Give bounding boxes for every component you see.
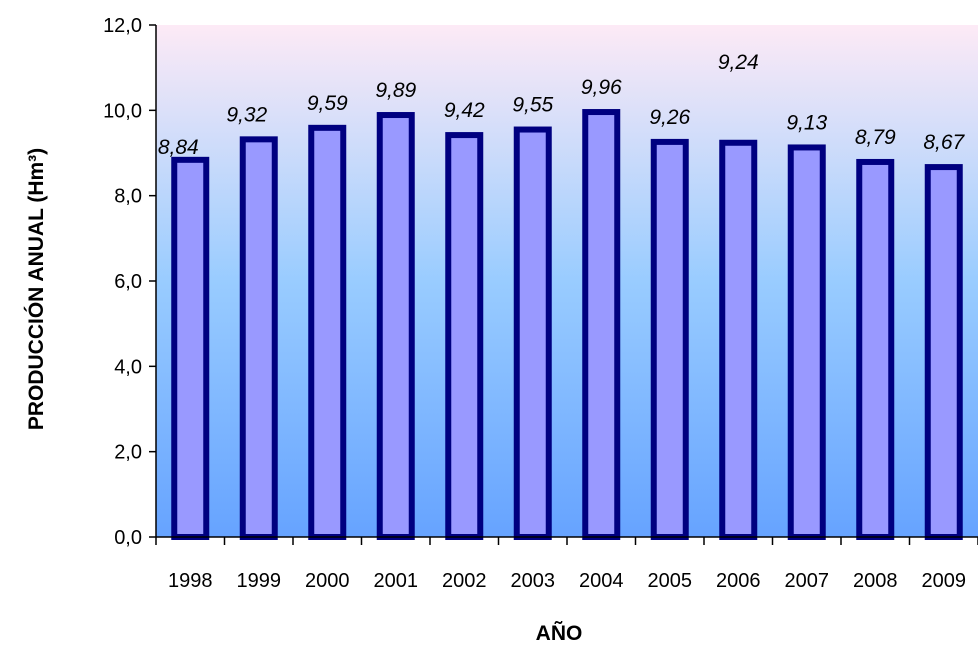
- y-tick-label-2: 2,0: [114, 442, 142, 464]
- data-label-2004: 9,96: [581, 76, 622, 99]
- data-label-2002: 9,42: [444, 99, 485, 122]
- data-label-2001: 9,89: [375, 79, 416, 102]
- bar-1999: [239, 136, 278, 540]
- data-label-2007: 9,13: [786, 111, 827, 134]
- data-label-2008: 8,79: [855, 126, 896, 149]
- bar-2005: [650, 138, 689, 540]
- data-label-2000: 9,59: [307, 92, 348, 115]
- bar-2004: [582, 109, 621, 540]
- bar-2002: [445, 132, 484, 541]
- y-tick-label-4: 4,0: [114, 356, 142, 378]
- x-axis-title: AÑO: [536, 622, 583, 645]
- y-tick-label-6: 6,0: [114, 271, 142, 293]
- y-tick-label-10: 10,0: [103, 100, 142, 122]
- x-tick-label-2002: 2002: [442, 570, 487, 592]
- plot-area: [156, 25, 978, 537]
- x-tick-label-2001: 2001: [374, 570, 419, 592]
- x-tick-label-1999: 1999: [237, 570, 282, 592]
- bar-2008: [856, 158, 895, 541]
- data-label-1998: 8,84: [158, 136, 199, 159]
- y-axis-title: PRODUCCIÓN ANUAL (Hm³): [24, 148, 48, 430]
- labels-group: 8,84 1998 9,32 1999 9,59 2000 9,89 2001 9,42 2002…: [103, 15, 966, 592]
- bar-1998: [171, 156, 210, 540]
- data-label-2003: 9,55: [512, 94, 553, 117]
- data-label-1999: 9,32: [226, 103, 267, 126]
- x-tick-label-2004: 2004: [579, 570, 624, 592]
- x-tick-label-2003: 2003: [511, 570, 556, 592]
- data-label-2009: 8,67: [923, 131, 965, 154]
- bar-2000: [308, 124, 347, 541]
- x-tick-label-2000: 2000: [305, 570, 350, 592]
- bar-2006: [719, 139, 758, 540]
- bar-2003: [513, 126, 552, 541]
- data-label-2006: 9,24: [718, 51, 759, 74]
- x-tick-label-2009: 2009: [922, 570, 967, 592]
- bar-2001: [376, 112, 415, 540]
- axes-group: [149, 24, 978, 545]
- x-tick-label-2007: 2007: [785, 570, 830, 592]
- x-tick-label-1998: 1998: [168, 570, 213, 592]
- x-tick-label-2008: 2008: [853, 570, 898, 592]
- x-tick-label-2006: 2006: [716, 570, 761, 592]
- x-tick-label-2005: 2005: [648, 570, 693, 592]
- data-label-2005: 9,26: [649, 106, 690, 129]
- y-tick-label-12: 12,0: [103, 15, 142, 37]
- y-tick-label-0: 0,0: [114, 527, 142, 549]
- bar-2007: [787, 144, 826, 540]
- bar-2009: [924, 164, 963, 541]
- y-tick-label-8: 8,0: [114, 186, 142, 208]
